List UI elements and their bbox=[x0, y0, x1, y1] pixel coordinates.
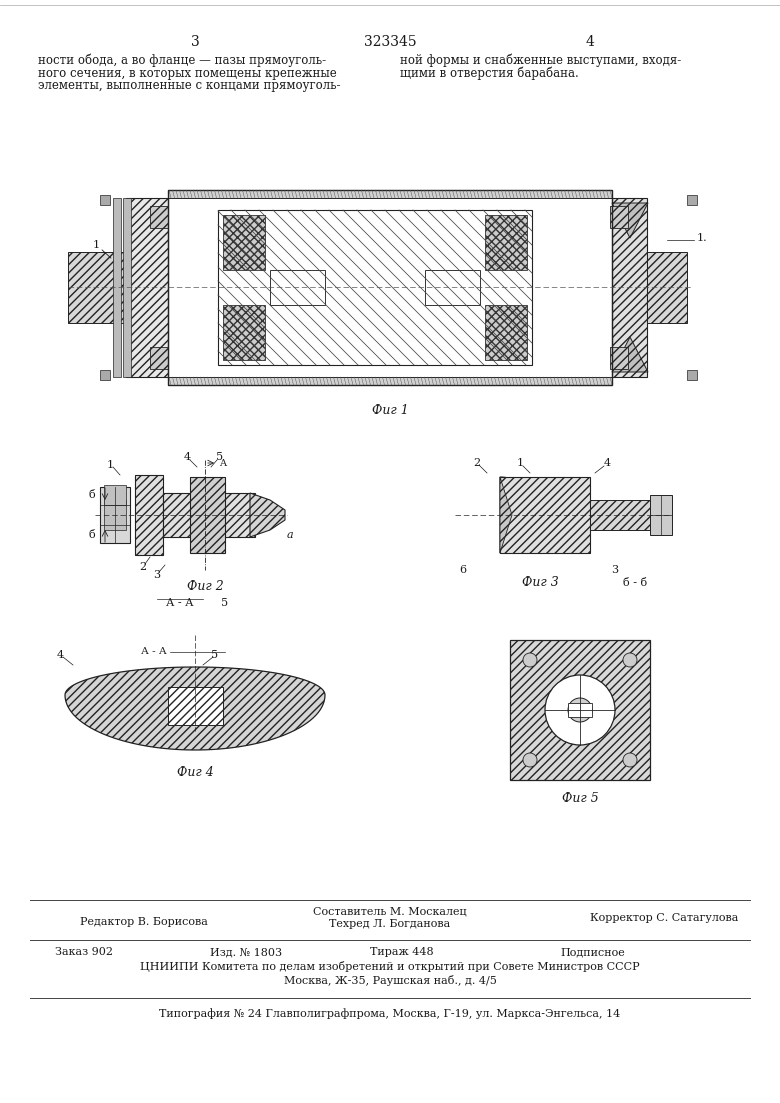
Text: Заказ 902: Заказ 902 bbox=[55, 947, 113, 957]
Bar bbox=[123, 199, 131, 377]
Bar bbox=[568, 703, 592, 717]
Circle shape bbox=[623, 753, 637, 767]
Bar bbox=[500, 476, 590, 553]
Bar bbox=[650, 495, 672, 535]
Bar bbox=[100, 488, 130, 543]
Bar bbox=[168, 687, 223, 725]
Text: 6: 6 bbox=[459, 565, 466, 575]
Bar bbox=[168, 377, 612, 385]
Circle shape bbox=[523, 753, 537, 767]
Text: А - А: А - А bbox=[141, 647, 167, 656]
Bar bbox=[100, 195, 110, 205]
Text: ЦНИИПИ Комитета по делам изобретений и открытий при Совете Министров СССР: ЦНИИПИ Комитета по делам изобретений и о… bbox=[140, 961, 640, 972]
Text: Подписное: Подписное bbox=[560, 947, 625, 957]
Text: 4: 4 bbox=[586, 35, 594, 49]
Polygon shape bbox=[65, 667, 325, 750]
Circle shape bbox=[516, 508, 530, 522]
Text: Москва, Ж-35, Раушская наб., д. 4/5: Москва, Ж-35, Раушская наб., д. 4/5 bbox=[284, 974, 496, 985]
Text: 3: 3 bbox=[612, 565, 619, 575]
Text: Тираж 448: Тираж 448 bbox=[370, 947, 434, 957]
Bar bbox=[270, 270, 325, 306]
Circle shape bbox=[568, 698, 592, 722]
Bar bbox=[104, 485, 126, 505]
Text: 2: 2 bbox=[473, 458, 480, 468]
Bar bbox=[104, 500, 126, 531]
Bar bbox=[687, 370, 697, 381]
Circle shape bbox=[623, 653, 637, 667]
Text: 4: 4 bbox=[183, 452, 190, 462]
Text: Фиг 5: Фиг 5 bbox=[562, 792, 598, 804]
Polygon shape bbox=[500, 476, 512, 553]
Text: 3: 3 bbox=[190, 35, 200, 49]
Bar bbox=[485, 215, 527, 270]
Text: a: a bbox=[287, 531, 293, 540]
Bar bbox=[223, 215, 265, 270]
Text: 1: 1 bbox=[106, 460, 114, 470]
Text: 5: 5 bbox=[216, 452, 224, 462]
Bar bbox=[126, 199, 168, 377]
Text: 5: 5 bbox=[211, 650, 218, 660]
Text: б: б bbox=[89, 531, 95, 540]
Text: 4: 4 bbox=[56, 650, 63, 660]
Polygon shape bbox=[612, 338, 648, 372]
Bar bbox=[168, 190, 612, 199]
Text: б - б: б - б bbox=[623, 578, 647, 588]
Text: 3: 3 bbox=[154, 570, 161, 580]
Text: Корректор С. Сатагулова: Корректор С. Сатагулова bbox=[590, 913, 739, 923]
Text: Редактор В. Борисова: Редактор В. Борисова bbox=[80, 917, 208, 927]
Bar bbox=[135, 475, 163, 555]
Polygon shape bbox=[500, 476, 538, 553]
Text: Фиг 2: Фиг 2 bbox=[186, 580, 223, 593]
Text: ного сечения, в которых помещены крепежные: ного сечения, в которых помещены крепежн… bbox=[38, 66, 337, 79]
Text: ной формы и снабженные выступами, входя-: ной формы и снабженные выступами, входя- bbox=[400, 53, 681, 67]
Bar bbox=[485, 306, 527, 360]
Text: ности обода, а во фланце — пазы прямоуголь-: ности обода, а во фланце — пазы прямоуго… bbox=[38, 53, 326, 67]
Bar bbox=[425, 270, 480, 306]
Text: Фиг 1: Фиг 1 bbox=[371, 404, 409, 417]
Text: 4: 4 bbox=[604, 458, 611, 468]
Text: 2: 2 bbox=[140, 563, 147, 572]
Text: Фиг 4: Фиг 4 bbox=[176, 765, 214, 779]
Bar bbox=[218, 210, 532, 365]
Circle shape bbox=[545, 675, 615, 745]
Text: щими в отверстия барабана.: щими в отверстия барабана. bbox=[400, 66, 579, 79]
Bar bbox=[150, 347, 168, 370]
Text: Изд. № 1803: Изд. № 1803 bbox=[210, 947, 282, 957]
Text: 1.: 1. bbox=[697, 233, 707, 243]
Bar bbox=[168, 190, 612, 385]
Bar bbox=[590, 500, 650, 531]
Text: Типография № 24 Главполиграфпрома, Москва, Г-19, ул. Маркса-Энгельса, 14: Типография № 24 Главполиграфпрома, Москв… bbox=[159, 1008, 621, 1019]
Bar bbox=[223, 306, 265, 360]
Text: Составитель М. Москалец: Составитель М. Москалец bbox=[314, 907, 466, 917]
Bar bbox=[687, 195, 697, 205]
Text: 323345: 323345 bbox=[363, 35, 417, 49]
Bar bbox=[163, 493, 255, 537]
Text: Фиг 3: Фиг 3 bbox=[522, 577, 558, 589]
Bar bbox=[68, 251, 126, 323]
Text: Техред Л. Богданова: Техред Л. Богданова bbox=[329, 919, 451, 929]
Polygon shape bbox=[612, 203, 648, 238]
Bar bbox=[610, 347, 628, 370]
Polygon shape bbox=[250, 493, 285, 537]
Bar bbox=[113, 199, 121, 377]
Text: 1: 1 bbox=[93, 240, 100, 250]
Circle shape bbox=[507, 499, 539, 531]
Text: б: б bbox=[89, 490, 95, 500]
Text: 1: 1 bbox=[516, 458, 523, 468]
Bar bbox=[100, 370, 110, 381]
Bar bbox=[510, 640, 650, 780]
Text: A: A bbox=[219, 459, 226, 468]
Text: А - А: А - А bbox=[166, 598, 193, 608]
Bar bbox=[150, 206, 168, 228]
Bar bbox=[610, 206, 628, 228]
Text: элементы, выполненные с концами прямоуголь-: элементы, выполненные с концами прямоуго… bbox=[38, 79, 341, 93]
Bar bbox=[647, 251, 687, 323]
Circle shape bbox=[523, 653, 537, 667]
Bar bbox=[612, 199, 647, 377]
Bar bbox=[190, 476, 225, 553]
Text: 5: 5 bbox=[222, 598, 229, 608]
